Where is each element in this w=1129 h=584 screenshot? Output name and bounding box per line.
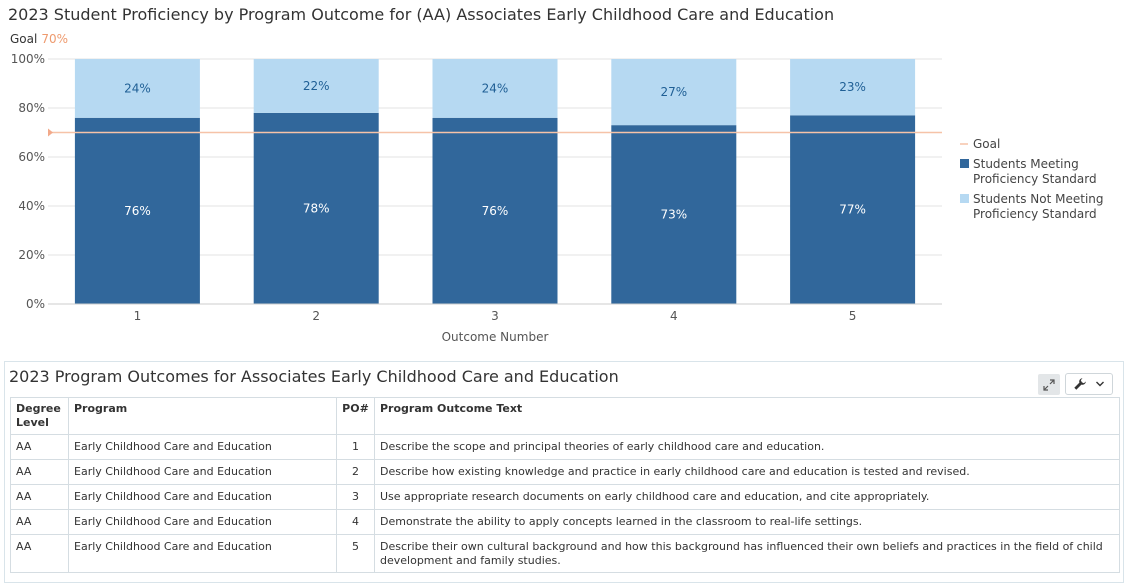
legend-not-meeting-label-line1: Students Not Meeting	[973, 192, 1104, 206]
header-program[interactable]: Program	[68, 397, 337, 435]
x-tick-label: 2	[312, 309, 320, 323]
bar-not-meeting	[432, 59, 558, 118]
cell-degree-level: AA	[10, 434, 69, 460]
x-axis-label: Outcome Number	[442, 330, 549, 344]
legend-meeting-label-line2: Proficiency Standard	[973, 172, 1097, 186]
cell-program: Early Childhood Care and Education	[68, 509, 337, 535]
goal-label: Goal 70%	[10, 32, 68, 46]
goal-marker	[48, 128, 53, 137]
cell-po-number: 5	[336, 534, 375, 573]
legend-not-meeting-swatch	[960, 194, 969, 203]
bar-not-meeting	[790, 59, 916, 116]
bar-meeting	[253, 112, 379, 305]
table-row: AA Early Childhood Care and Education 3 …	[10, 484, 1120, 510]
table-panel: 2023 Program Outcomes for Associates Ear…	[4, 361, 1124, 583]
cell-po-number: 1	[336, 434, 375, 460]
bar-meeting	[432, 117, 558, 304]
cell-degree-level: AA	[10, 509, 69, 535]
cell-po-number: 4	[336, 509, 375, 535]
x-tick-label: 1	[134, 309, 142, 323]
data-label-not-meeting: 22%	[303, 79, 330, 93]
tools-menu-button[interactable]	[1065, 373, 1113, 395]
cell-degree-level: AA	[10, 459, 69, 485]
bar-meeting	[790, 115, 916, 304]
cell-po-number: 2	[336, 459, 375, 485]
cell-program: Early Childhood Care and Education	[68, 534, 337, 573]
table-row: AA Early Childhood Care and Education 2 …	[10, 459, 1120, 485]
y-tick-label: 60%	[18, 150, 45, 164]
data-label-meeting: 77%	[839, 203, 866, 217]
bar-meeting	[74, 117, 200, 304]
expand-button[interactable]	[1038, 374, 1060, 395]
expand-icon	[1043, 378, 1055, 391]
y-tick-label: 80%	[18, 101, 45, 115]
bar-meeting	[611, 125, 737, 305]
cell-outcome-text: Describe how existing knowledge and prac…	[374, 459, 1120, 485]
cell-outcome-text: Demonstrate the ability to apply concept…	[374, 509, 1120, 535]
data-label-meeting: 76%	[482, 204, 509, 218]
program-outcomes-table: Degree Level Program PO# Program Outcome…	[10, 397, 1120, 573]
table-row: AA Early Childhood Care and Education 5 …	[10, 534, 1120, 573]
y-tick-label: 100%	[11, 52, 45, 66]
data-label-not-meeting: 24%	[124, 81, 151, 95]
y-tick-label: 0%	[26, 297, 45, 311]
data-label-meeting: 78%	[303, 201, 330, 215]
x-tick-label: 3	[491, 309, 499, 323]
legend-not-meeting-label-line2: Proficiency Standard	[973, 207, 1097, 221]
header-po-number[interactable]: PO#	[336, 397, 375, 435]
table-row: AA Early Childhood Care and Education 1 …	[10, 434, 1120, 460]
bar-not-meeting	[253, 59, 379, 113]
x-tick-label: 4	[670, 309, 678, 323]
x-tick-label: 5	[849, 309, 857, 323]
chart-title: 2023 Student Proficiency by Program Outc…	[8, 5, 835, 24]
chevron-down-icon	[1095, 381, 1104, 387]
table-panel-title: 2023 Program Outcomes for Associates Ear…	[9, 367, 619, 386]
y-tick-label: 20%	[18, 248, 45, 262]
header-degree-level[interactable]: Degree Level	[10, 397, 69, 435]
data-label-meeting: 73%	[660, 208, 687, 222]
legend-meeting-label-line1: Students Meeting	[973, 157, 1079, 171]
cell-degree-level: AA	[10, 534, 69, 573]
legend-meeting-swatch	[960, 159, 969, 168]
cell-degree-level: AA	[10, 484, 69, 510]
wrench-icon	[1074, 378, 1087, 390]
data-label-not-meeting: 27%	[660, 85, 687, 99]
table-header-row: Degree Level Program PO# Program Outcome…	[10, 397, 1120, 435]
cell-outcome-text: Describe the scope and principal theorie…	[374, 434, 1120, 460]
cell-outcome-text: Use appropriate research documents on ea…	[374, 484, 1120, 510]
cell-po-number: 3	[336, 484, 375, 510]
cell-program: Early Childhood Care and Education	[68, 459, 337, 485]
header-outcome-text[interactable]: Program Outcome Text	[374, 397, 1120, 435]
goal-value: 70%	[41, 32, 68, 46]
data-label-meeting: 76%	[124, 204, 151, 218]
data-label-not-meeting: 23%	[839, 80, 866, 94]
y-tick-label: 40%	[18, 199, 45, 213]
cell-outcome-text: Describe their own cultural background a…	[374, 534, 1120, 573]
table-row: AA Early Childhood Care and Education 4 …	[10, 509, 1120, 535]
bar-not-meeting	[74, 59, 200, 118]
goal-label-text: Goal	[10, 32, 38, 46]
cell-program: Early Childhood Care and Education	[68, 484, 337, 510]
cell-program: Early Childhood Care and Education	[68, 434, 337, 460]
data-label-not-meeting: 24%	[482, 81, 509, 95]
chart-plot: 0% 20% 40% 60% 80% 100% 76% 24% 1 78% 22% 2 76% 24% 3 7…	[11, 52, 1104, 344]
legend-goal-label: Goal	[973, 137, 1000, 151]
bar-not-meeting	[611, 59, 737, 126]
